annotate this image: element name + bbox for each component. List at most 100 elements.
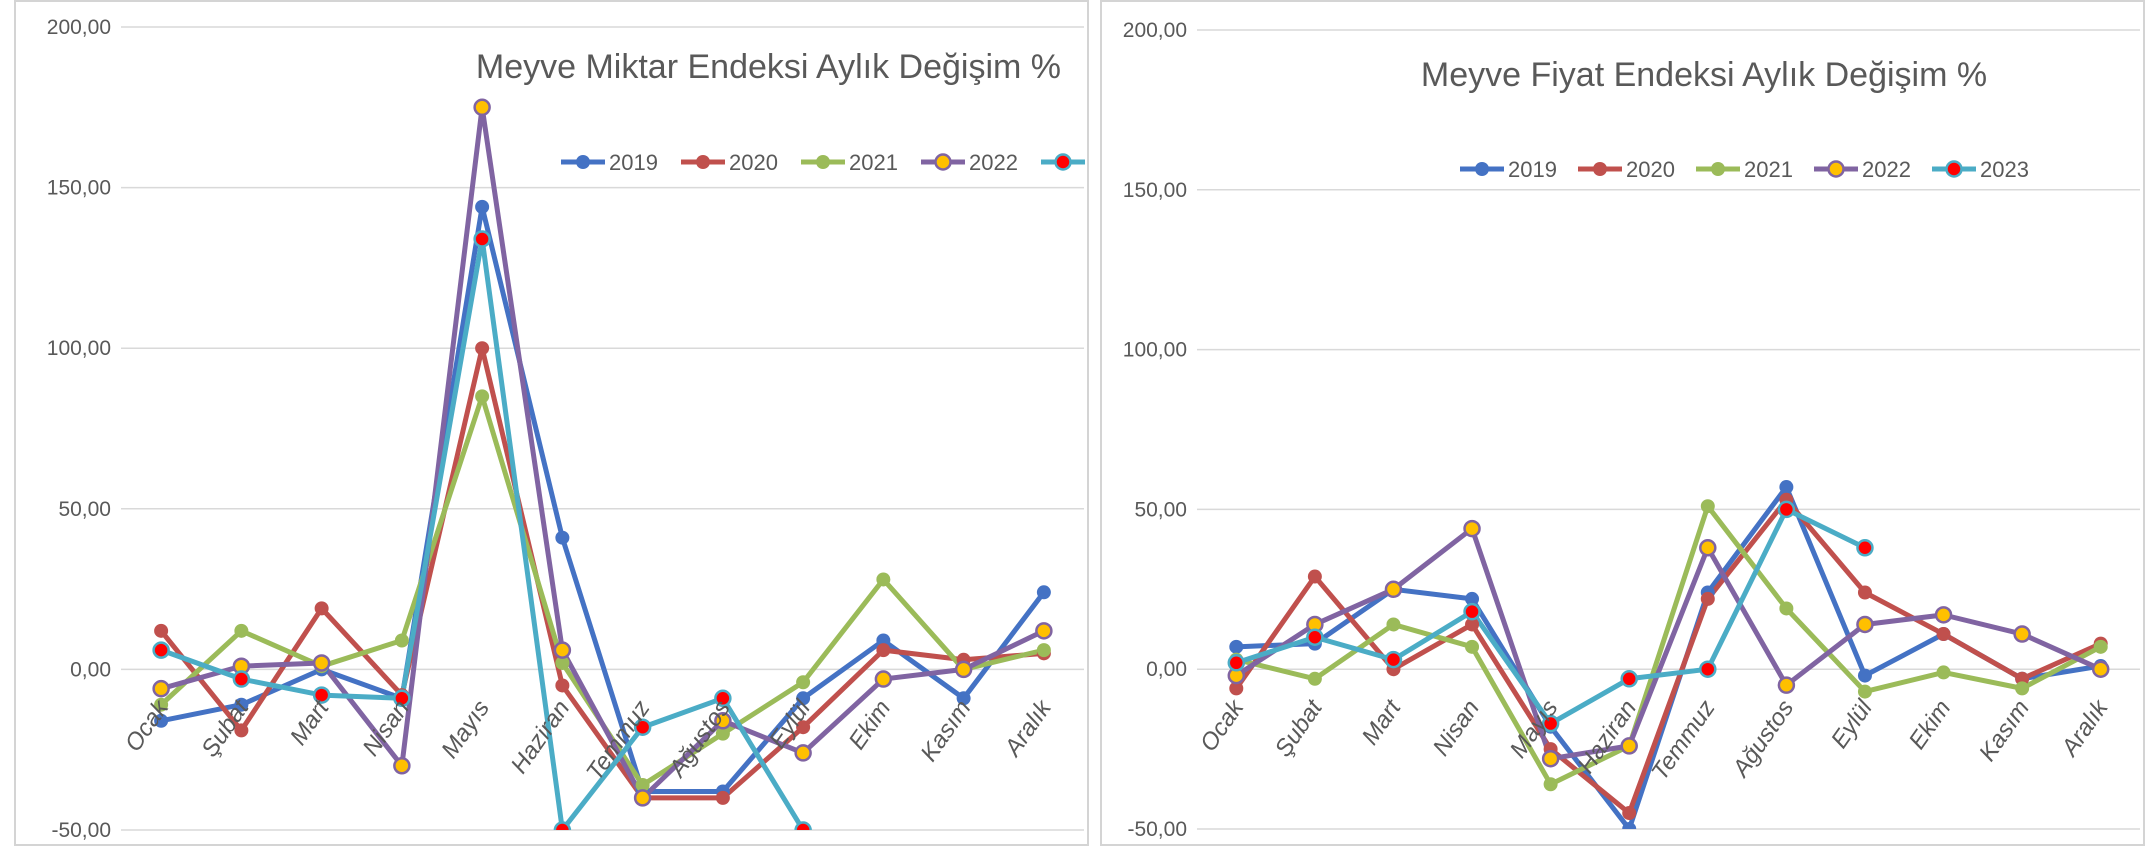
data-point-2022 <box>1463 519 1481 538</box>
series-line-2022 <box>1234 526 2102 762</box>
data-point-2023 <box>1777 500 1796 519</box>
data-point-2019 <box>1229 639 1244 654</box>
y-tick-label: 100,00 <box>1123 339 1187 362</box>
data-point-2021 <box>1307 671 1322 686</box>
y-tick-label: 50,00 <box>58 498 111 521</box>
data-point-2022 <box>152 679 170 698</box>
data-point-2021 <box>876 572 891 587</box>
data-point-2019 <box>234 697 249 712</box>
data-point-2021 <box>1779 601 1794 616</box>
data-point-2021 <box>1036 643 1051 658</box>
y-tick-label: 0,00 <box>70 658 111 681</box>
data-point-2020 <box>475 341 490 356</box>
data-point-2022 <box>2091 660 2110 678</box>
data-point-2021 <box>715 726 730 741</box>
y-tick-label: -50,00 <box>1127 818 1187 841</box>
legend-marker-2019 <box>1475 162 1489 176</box>
data-point-2023 <box>1699 660 1717 678</box>
x-tick-label: Ocak <box>1195 694 1250 757</box>
x-tick-label: Haziran <box>506 695 576 778</box>
data-point-2022 <box>1541 749 1560 768</box>
data-point-2023 <box>1463 602 1481 621</box>
data-point-2021 <box>154 697 169 712</box>
data-point-2020 <box>876 643 891 658</box>
data-point-2020 <box>1465 617 1480 632</box>
data-point-2023 <box>393 689 411 708</box>
y-tick-label: 200,00 <box>47 16 111 39</box>
data-point-2020 <box>314 601 329 616</box>
data-point-2022 <box>874 670 893 688</box>
data-point-2020 <box>715 790 730 805</box>
x-tick-label: Aralık <box>2055 694 2115 763</box>
data-point-2020 <box>154 623 169 638</box>
data-point-2023 <box>1227 654 1246 672</box>
series-line-2021 <box>1235 503 2102 787</box>
data-point-2021 <box>475 389 490 404</box>
data-point-2022 <box>954 660 973 679</box>
data-point-2022 <box>633 789 652 807</box>
legend-label-2019: 2019 <box>609 150 658 175</box>
data-point-2023 <box>1306 628 1324 646</box>
legend-marker-2021 <box>816 155 830 169</box>
x-tick-label: Eylül <box>1826 695 1878 754</box>
data-point-2023 <box>794 821 812 830</box>
data-point-2021 <box>2015 681 2030 696</box>
data-point-2019 <box>796 691 811 706</box>
legend-marker-2022 <box>1827 160 1845 178</box>
data-point-2021 <box>635 778 650 793</box>
series-line-2019 <box>160 204 1046 794</box>
x-tick-label: Kasım <box>1974 695 2035 766</box>
legend-marker-2022 <box>934 153 952 171</box>
data-point-2023 <box>232 670 251 688</box>
data-point-2019 <box>1036 585 1051 600</box>
data-point-2022 <box>1856 615 1874 634</box>
data-point-2022 <box>312 654 331 672</box>
chart-panel-price: 200,00 150,00 100,00 50,00 0,00 -50,00 Ocak Şub… <box>1100 0 2145 846</box>
y-tick-label: 100,00 <box>47 337 111 360</box>
data-point-2021 <box>796 675 811 690</box>
data-point-2021 <box>1700 499 1715 514</box>
data-point-2023 <box>1620 670 1638 688</box>
y-tick-label: 150,00 <box>47 177 111 200</box>
x-tick-label: Aralık <box>998 694 1058 763</box>
y-tick-label: 50,00 <box>1134 498 1187 521</box>
legend-label-2020: 2020 <box>729 150 778 175</box>
data-point-2019 <box>1465 591 1480 606</box>
data-point-2020 <box>1936 627 1951 642</box>
x-tick-label: Ekim <box>844 695 897 754</box>
plot-area <box>1227 480 2110 829</box>
data-point-2021 <box>2093 639 2108 654</box>
data-point-2023 <box>473 230 491 248</box>
data-point-2021 <box>1857 684 1872 699</box>
data-point-2023 <box>152 641 170 659</box>
data-point-2021 <box>555 655 570 670</box>
y-tick-label: 150,00 <box>1123 179 1187 202</box>
chart-title: Meyve Fiyat Endeksi Aylık Değişim % <box>1421 56 1987 94</box>
data-point-2022 <box>393 757 411 775</box>
data-point-2019 <box>1857 668 1872 683</box>
data-point-2020 <box>1307 569 1322 584</box>
data-point-2020 <box>1700 591 1715 606</box>
x-tick-label: Mart <box>1357 694 1407 750</box>
data-point-2020 <box>1229 681 1244 696</box>
data-point-2019 <box>555 530 570 545</box>
chart-panel-quantity: 200,00 150,00 100,00 50,00 0,00 -50,00 Ocak Şub… <box>14 0 1089 846</box>
data-point-2023 <box>1856 539 1874 557</box>
legend-label-2022: 2022 <box>969 150 1018 175</box>
data-point-2022 <box>1620 737 1638 755</box>
data-point-2020 <box>234 723 249 738</box>
legend-marker-2020 <box>696 155 710 169</box>
series-line-2020 <box>159 345 1045 801</box>
x-tick-label: Kasım <box>915 695 976 766</box>
x-tick-label: Ekim <box>1904 695 1957 754</box>
x-tick-label: Ağustos <box>1726 695 1799 783</box>
data-point-2020 <box>555 678 570 693</box>
legend-label-2020: 2020 <box>1626 157 1675 182</box>
data-point-2023 <box>1384 650 1403 669</box>
data-point-2022 <box>1384 580 1403 599</box>
data-point-2023 <box>312 686 331 704</box>
chart-title: Meyve Miktar Endeksi Aylık Değişim % <box>476 48 1061 86</box>
data-point-2021 <box>394 633 409 648</box>
data-point-2020 <box>1857 585 1872 600</box>
